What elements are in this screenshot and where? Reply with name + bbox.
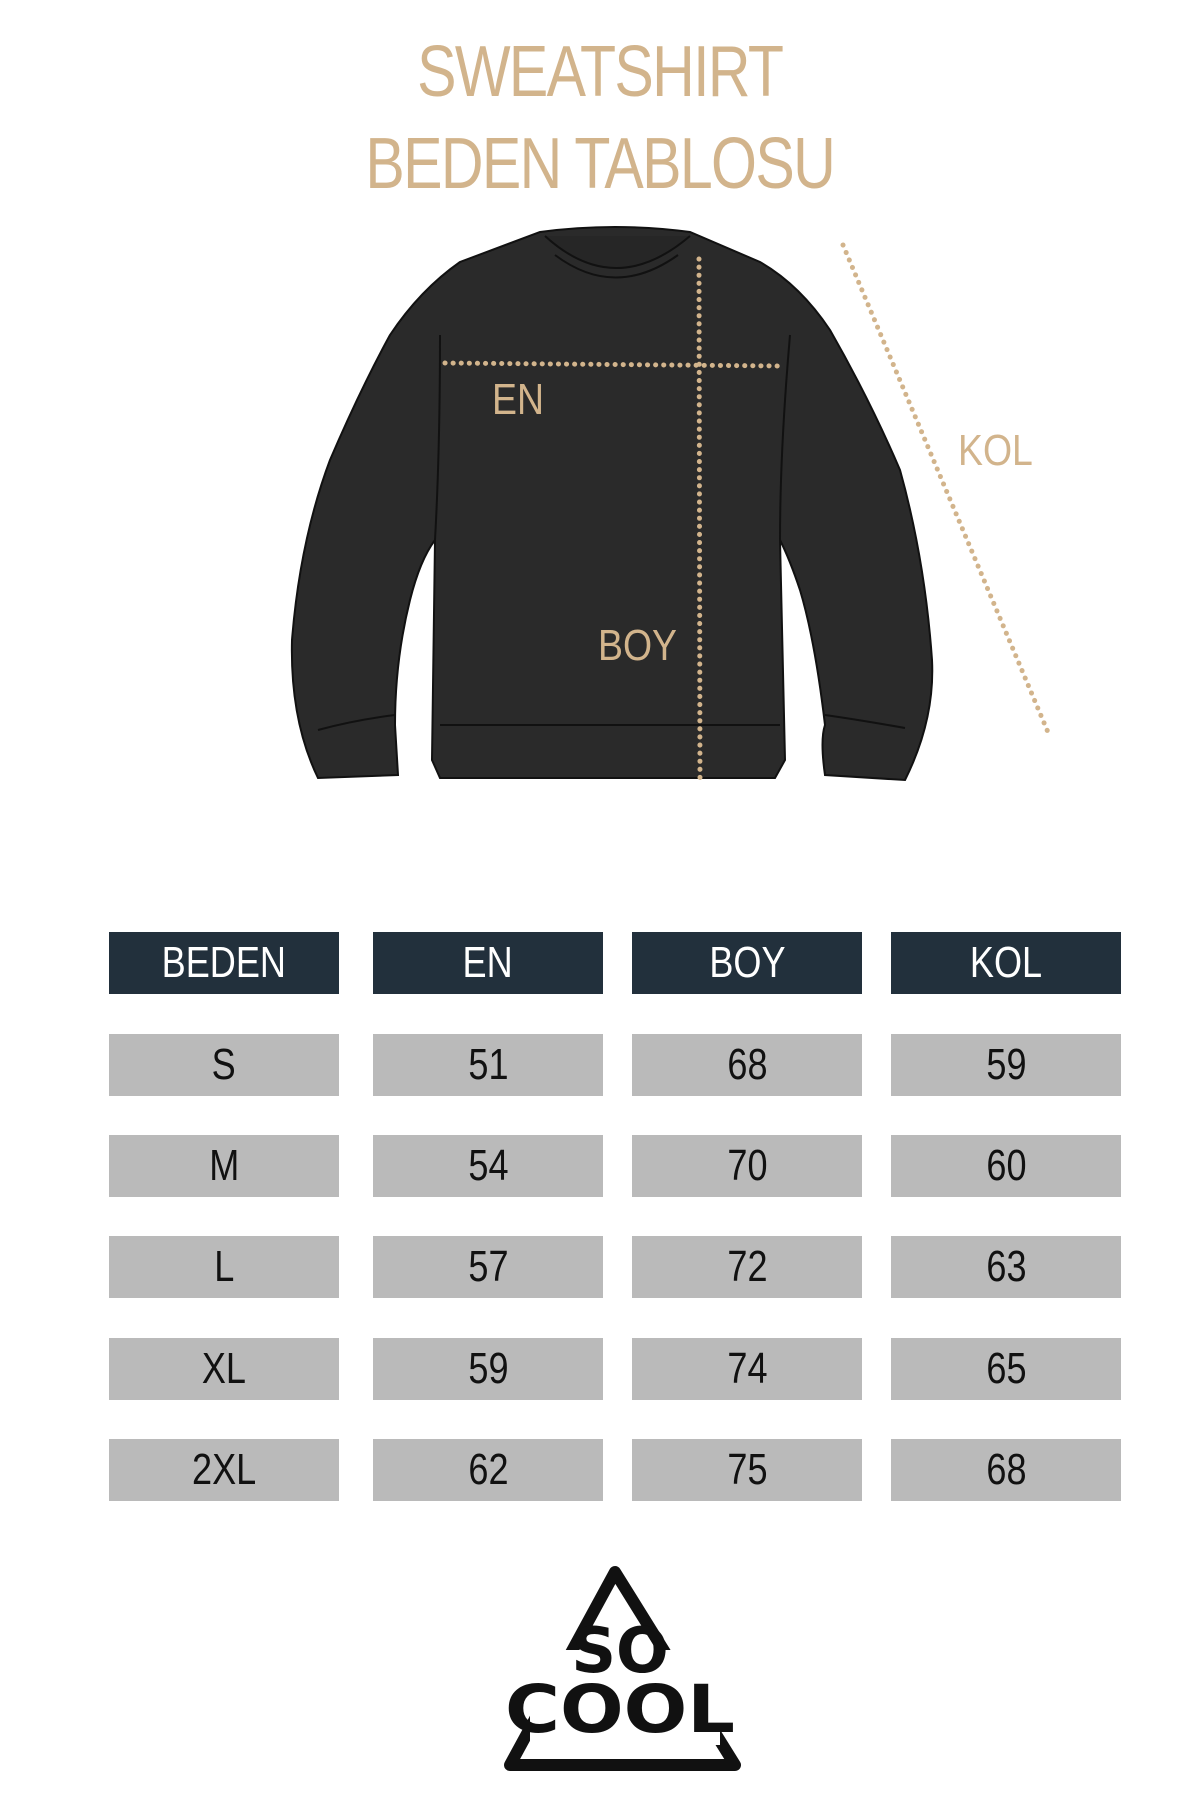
cell-kol: 59 (891, 1034, 1121, 1096)
cell-size: 2XL (109, 1439, 339, 1501)
header-kol: KOL (891, 932, 1121, 994)
cell-boy: 68 (632, 1034, 862, 1096)
cell-en: 57 (373, 1236, 603, 1298)
cell-boy: 74 (632, 1338, 862, 1400)
cell-boy: 70 (632, 1135, 862, 1197)
cell-en: 62 (373, 1439, 603, 1501)
cell-kol: 60 (891, 1135, 1121, 1197)
en-label: EN (492, 375, 544, 424)
cell-size: XL (109, 1338, 339, 1400)
cell-kol: 65 (891, 1338, 1121, 1400)
boy-label: BOY (598, 621, 677, 670)
cell-size: L (109, 1236, 339, 1298)
header-en: EN (373, 932, 603, 994)
en-measure-line (442, 360, 783, 369)
cell-kol: 68 (891, 1439, 1121, 1501)
kol-measure-line (840, 242, 1053, 740)
cell-kol: 63 (891, 1236, 1121, 1298)
boy-measure-line (696, 256, 703, 786)
cell-boy: 72 (632, 1236, 862, 1298)
so-cool-logo: SO COOL (504, 1566, 741, 1771)
sweatshirt-illustration (290, 226, 1053, 786)
header-beden: BEDEN (109, 932, 339, 994)
header-boy: BOY (632, 932, 862, 994)
title-line-2: BEDEN TABLOSU (365, 124, 836, 204)
svg-text:COOL: COOL (505, 1671, 735, 1748)
cell-en: 51 (373, 1034, 603, 1096)
cell-size: S (109, 1034, 339, 1096)
kol-label: KOL (958, 426, 1033, 475)
svg-text:SO: SO (571, 1614, 668, 1687)
cell-en: 54 (373, 1135, 603, 1197)
cell-en: 59 (373, 1338, 603, 1400)
cell-boy: 75 (632, 1439, 862, 1501)
title-line-1: SWEATSHIRT (417, 32, 784, 112)
cell-size: M (109, 1135, 339, 1197)
